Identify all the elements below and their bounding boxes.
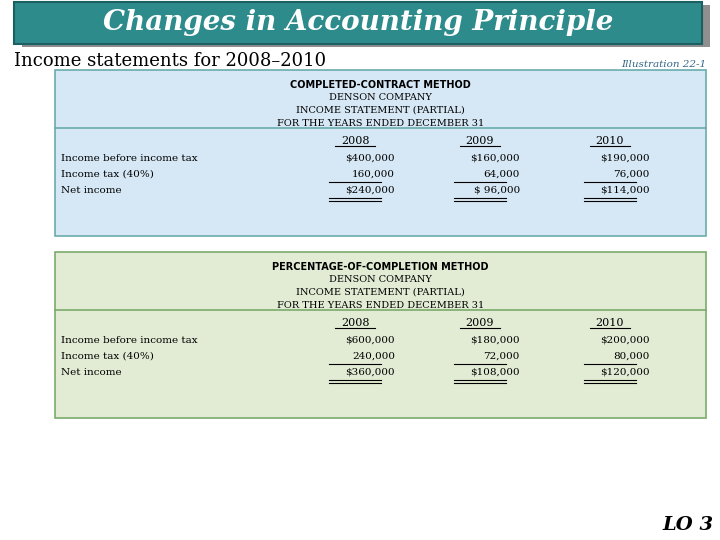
Bar	[55, 70, 706, 236]
Text: $108,000: $108,000	[470, 368, 520, 377]
Text: 2009: 2009	[466, 136, 494, 146]
Text: Illustration 22-1: Illustration 22-1	[621, 60, 706, 69]
Text: $400,000: $400,000	[346, 154, 395, 163]
Text: $160,000: $160,000	[470, 154, 520, 163]
Text: Income statements for 2008–2010: Income statements for 2008–2010	[14, 52, 326, 70]
Text: 76,000: 76,000	[613, 170, 650, 179]
Text: COMPLETED-CONTRACT METHOD: COMPLETED-CONTRACT METHOD	[290, 80, 471, 90]
Text: 72,000: 72,000	[484, 352, 520, 361]
Text: Income tax (40%): Income tax (40%)	[61, 352, 154, 361]
Text: 80,000: 80,000	[613, 352, 650, 361]
Text: LO 3: LO 3	[663, 516, 714, 534]
Text: $360,000: $360,000	[346, 368, 395, 377]
Text: INCOME STATEMENT (PARTIAL): INCOME STATEMENT (PARTIAL)	[296, 106, 465, 115]
Text: 160,000: 160,000	[352, 170, 395, 179]
Text: $ 96,000: $ 96,000	[474, 186, 520, 195]
Text: $240,000: $240,000	[346, 186, 395, 195]
Text: Income before income tax: Income before income tax	[61, 154, 197, 163]
Bar	[14, 2, 702, 44]
Text: 64,000: 64,000	[484, 170, 520, 179]
Text: 2008: 2008	[341, 136, 369, 146]
Bar	[55, 252, 706, 418]
Text: $120,000: $120,000	[600, 368, 650, 377]
Text: FOR THE YEARS ENDED DECEMBER 31: FOR THE YEARS ENDED DECEMBER 31	[277, 301, 484, 310]
Text: 2010: 2010	[595, 136, 624, 146]
Text: $180,000: $180,000	[470, 336, 520, 345]
Text: DENSON COMPANY: DENSON COMPANY	[329, 93, 432, 102]
Text: $200,000: $200,000	[600, 336, 650, 345]
Text: 2010: 2010	[595, 318, 624, 328]
Text: Income before income tax: Income before income tax	[61, 336, 197, 345]
Text: 240,000: 240,000	[352, 352, 395, 361]
Text: 2009: 2009	[466, 318, 494, 328]
Bar	[22, 5, 710, 47]
Text: Changes in Accounting Principle: Changes in Accounting Principle	[103, 10, 613, 37]
Text: INCOME STATEMENT (PARTIAL): INCOME STATEMENT (PARTIAL)	[296, 288, 465, 297]
Text: Net income: Net income	[61, 186, 122, 195]
Text: PERCENTAGE-OF-COMPLETION METHOD: PERCENTAGE-OF-COMPLETION METHOD	[272, 262, 489, 272]
Text: $114,000: $114,000	[600, 186, 650, 195]
Text: $190,000: $190,000	[600, 154, 650, 163]
Text: 2008: 2008	[341, 318, 369, 328]
Text: $600,000: $600,000	[346, 336, 395, 345]
Text: Net income: Net income	[61, 368, 122, 377]
Text: FOR THE YEARS ENDED DECEMBER 31: FOR THE YEARS ENDED DECEMBER 31	[277, 119, 484, 128]
Text: Income tax (40%): Income tax (40%)	[61, 170, 154, 179]
Text: DENSON COMPANY: DENSON COMPANY	[329, 275, 432, 284]
